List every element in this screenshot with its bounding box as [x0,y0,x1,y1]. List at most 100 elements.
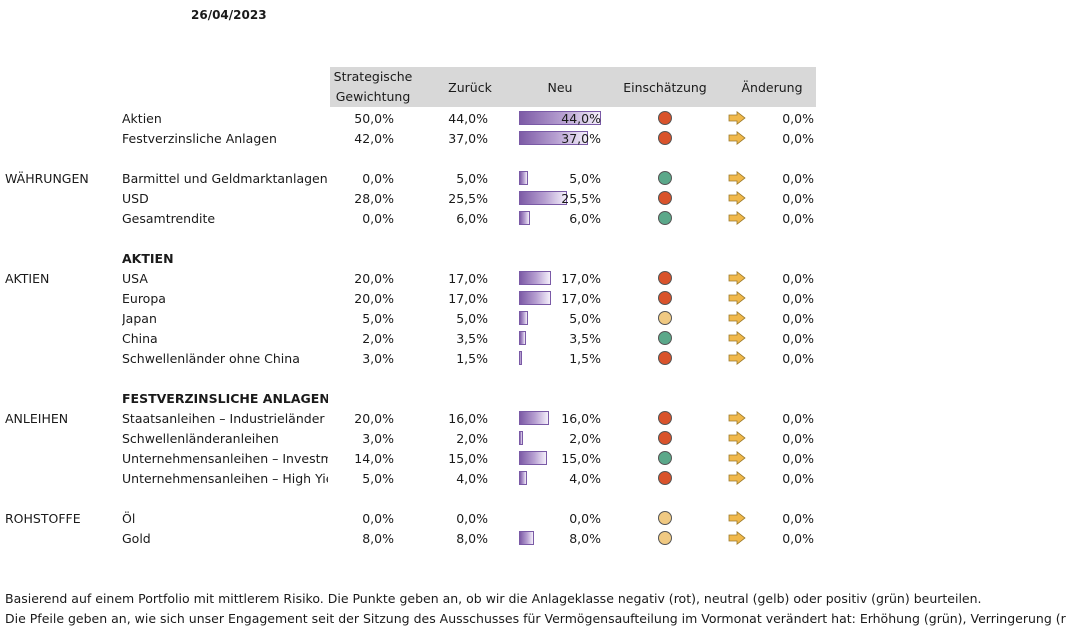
previous-weight: 1,5% [456,351,488,366]
new-weight-value: 17,0% [561,291,601,306]
asset-class-label: Gold [122,531,151,546]
right-arrow-icon [728,290,746,306]
report-date: 26/04/2023 [191,8,267,22]
header-strategic-line1: Strategische [333,69,413,84]
asset-class-label: Öl [122,511,136,526]
assessment-negative-dot [658,291,672,305]
previous-weight: 2,0% [456,431,488,446]
change-value: 0,0% [782,431,814,446]
previous-weight: 44,0% [448,111,488,126]
new-weight-bar [519,351,522,365]
change-value: 0,0% [782,471,814,486]
header-new: Neu [547,80,573,95]
asset-class-label: Barmittel und Geldmarktanlagen [122,171,328,186]
strategic-weight: 0,0% [362,171,394,186]
right-arrow-icon [728,310,746,326]
new-weight-bar [519,411,549,425]
strategic-weight: 3,0% [362,351,394,366]
new-weight-value: 2,0% [569,431,601,446]
asset-class-label: USD [122,191,149,206]
new-weight-bar [519,451,547,465]
strategic-weight: 50,0% [354,111,394,126]
section-heading: FESTVERZINSLICHE ANLAGEN [122,391,328,406]
strategic-weight: 5,0% [362,471,394,486]
header-previous: Zurück [448,80,492,95]
asset-class-label: USA [122,271,148,286]
footnote-2: Die Pfeile geben an, wie sich unser Enga… [5,611,1066,626]
change-value: 0,0% [782,171,814,186]
previous-weight: 16,0% [448,411,488,426]
previous-weight: 37,0% [448,131,488,146]
assessment-negative-dot [658,471,672,485]
change-value: 0,0% [782,211,814,226]
assessment-positive-dot [658,451,672,465]
strategic-weight: 20,0% [354,271,394,286]
previous-weight: 6,0% [456,211,488,226]
new-weight-value: 25,5% [561,191,601,206]
previous-weight: 17,0% [448,271,488,286]
assessment-positive-dot [658,331,672,345]
change-value: 0,0% [782,111,814,126]
assessment-negative-dot [658,131,672,145]
asset-class-label: Europa [122,291,166,306]
new-weight-bar [519,331,526,345]
asset-class-label: Staatsanleihen – Industrieländer [122,411,325,426]
table-header [330,67,816,107]
right-arrow-icon [728,470,746,486]
strategic-weight: 8,0% [362,531,394,546]
previous-weight: 17,0% [448,291,488,306]
new-weight-bar [519,471,527,485]
strategic-weight: 0,0% [362,211,394,226]
asset-class-label: Japan [122,311,157,326]
strategic-weight: 0,0% [362,511,394,526]
right-arrow-icon [728,410,746,426]
assessment-negative-dot [658,111,672,125]
header-strategic-weighting: Strategische Gewichtung [330,67,416,107]
previous-weight: 0,0% [456,511,488,526]
right-arrow-icon [728,130,746,146]
right-arrow-icon [728,510,746,526]
right-arrow-icon [728,210,746,226]
new-weight-bar [519,311,529,325]
change-value: 0,0% [782,411,814,426]
asset-class-label: Festverzinsliche Anlagen [122,131,277,146]
new-weight-value: 5,0% [569,311,601,326]
new-weight-value: 17,0% [561,271,601,286]
assessment-neutral-dot [658,511,672,525]
strategic-weight: 2,0% [362,331,394,346]
right-arrow-icon [728,530,746,546]
assessment-negative-dot [658,191,672,205]
header-change: Änderung [741,80,803,95]
right-arrow-icon [728,450,746,466]
asset-class-label: Schwellenländer ohne China [122,351,300,366]
change-value: 0,0% [782,351,814,366]
asset-class-label: Aktien [122,111,162,126]
new-weight-bar [519,211,531,225]
right-arrow-icon [728,430,746,446]
change-value: 0,0% [782,331,814,346]
header-strategic-line2: Gewichtung [335,89,411,104]
change-value: 0,0% [782,451,814,466]
new-weight-value: 1,5% [569,351,601,366]
strategic-weight: 5,0% [362,311,394,326]
new-weight-bar [519,191,567,205]
new-weight-bar [519,111,601,125]
assessment-negative-dot [658,351,672,365]
assessment-negative-dot [658,411,672,425]
category-label: AKTIEN [5,271,50,286]
assessment-neutral-dot [658,531,672,545]
new-weight-value: 8,0% [569,531,601,546]
asset-class-label: China [122,331,158,346]
new-weight-bar [519,431,523,445]
strategic-weight: 28,0% [354,191,394,206]
asset-class-label: Schwellenländeranleihen [122,431,279,446]
change-value: 0,0% [782,191,814,206]
new-weight-value: 4,0% [569,471,601,486]
change-value: 0,0% [782,131,814,146]
category-label: ANLEIHEN [5,411,69,426]
right-arrow-icon [728,170,746,186]
change-value: 0,0% [782,311,814,326]
new-weight-bar [519,531,534,545]
header-assessment: Einschätzung [623,80,707,95]
previous-weight: 15,0% [448,451,488,466]
